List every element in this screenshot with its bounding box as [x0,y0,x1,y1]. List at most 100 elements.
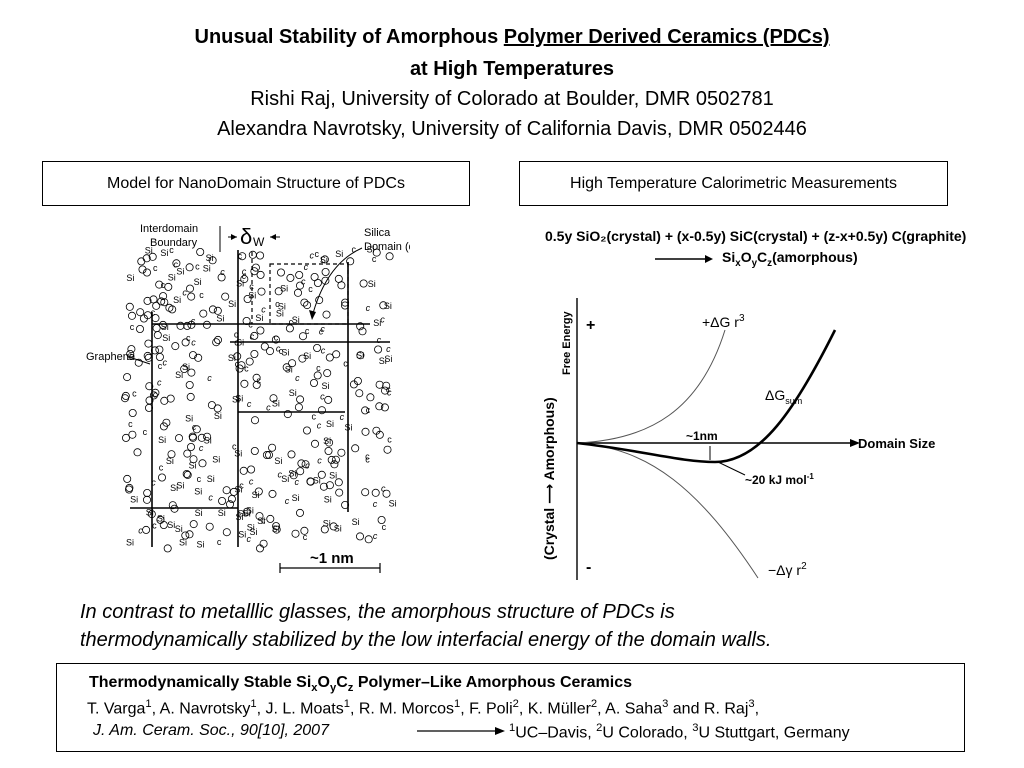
curve-dG-sum [576,329,837,464]
oxygen-atom [143,268,152,277]
atom-label: Si [384,354,392,364]
minus-sign: - [586,559,591,576]
oxygen-atom [264,450,273,459]
oxygen-atom [136,308,145,317]
atom-label: Si [288,469,296,479]
oxygen-atom [268,489,277,498]
oxygen-atom [187,320,196,329]
oxygen-atom [283,410,292,419]
oxygen-atom [324,395,333,404]
graphene-label: Graphene [86,351,135,363]
atom-label: Si [166,456,174,466]
atom-label: c [157,377,162,387]
oxygen-atom [320,255,329,264]
author-line-2: Alexandra Navrotsky, University of Calif… [217,118,807,140]
atom-label: Si [197,540,205,550]
atom-label: c [308,284,313,294]
atom-label: Si [126,273,134,283]
title-plain: Unusual Stability of Amorphous [194,26,504,48]
atom-label: Si [285,365,293,375]
oxygen-atom [337,448,346,457]
atom-label: Si [238,508,246,518]
atom-label: Si [170,483,178,493]
oxygen-atom [138,265,147,274]
oxygen-atom [359,279,368,288]
atom-label: Si [162,333,170,343]
oxygen-atom [319,482,328,491]
atom-label: c [199,290,204,300]
oxygen-atom [149,391,158,400]
atom-label: c [380,315,385,325]
atom-label: Si [195,508,203,518]
oxygen-atom [176,321,185,330]
atom-label: c [305,326,310,336]
atom-label: Si [179,538,187,548]
oxygen-atom [185,380,194,389]
oxygen-atom [175,434,184,443]
atom-label: Si [272,399,280,409]
oxygen-atom [239,466,248,475]
oxygen-atom [185,263,194,272]
reference-box: Thermodynamically Stable SixOyCz Polymer… [56,663,965,752]
right-panel-heading: High Temperature Calorimetric Measuremen… [519,161,948,206]
oxygen-atom [382,489,391,498]
atom-label: c [387,435,392,445]
atom-label: c [195,261,200,271]
caption-line-2: thermodynamically stabilized by the low … [80,629,772,651]
minimum-pointer [717,461,746,476]
atom-label: c [312,412,317,422]
oxygen-atom [125,302,134,311]
oxygen-atom [125,485,134,494]
oxygen-atom [300,526,309,535]
oxygen-atom [123,373,132,382]
atom-label: Si [207,474,215,484]
oxygen-atom [257,287,266,296]
oxygen-atom [240,275,249,284]
oxygen-atom [143,495,152,504]
atom-label: Si [326,419,334,429]
oxygen-atom [289,471,298,480]
oxygen-atom [322,310,331,319]
oxygen-atom [375,380,384,389]
oxygen-atom [248,250,257,259]
oxygen-atom [334,478,343,487]
atom-label: c [261,515,266,525]
atom-label: c [199,443,204,453]
atom-label: Si [335,249,343,259]
oxygen-atom [272,522,281,531]
atom-label: c [207,373,212,383]
atom-label: c [197,474,202,484]
oxygen-atom [250,349,259,358]
atom-label: c [387,387,392,397]
atom-label: Si [281,474,289,484]
oxygen-atom [208,256,217,265]
atom-label: c [173,260,178,270]
oxygen-atom [183,321,192,330]
oxygen-atom [259,539,268,548]
atom-label: c [372,254,377,264]
oxygen-atom [143,351,152,360]
atom-label: Si [329,470,337,480]
oxygen-atom [286,273,295,282]
oxygen-atom [313,371,322,380]
atom-label: c [377,335,382,345]
scale-label: ~1 nm [310,550,354,567]
oxygen-atom [172,259,181,268]
atom-label: Si [127,352,135,362]
x-axis-label: Domain Size [858,436,935,451]
oxygen-atom [167,450,176,459]
atom-label: c [247,534,252,544]
atom-label: Si [232,394,240,404]
atom-label: Si [145,246,153,256]
atom-label: c [159,463,164,473]
oxygen-atom [143,488,152,497]
oxygen-atom [192,425,201,434]
atom-label: Si [303,351,311,361]
curve-sum-label: ΔGsum [765,387,802,406]
silica-domain-rect [269,263,349,325]
oxygen-atom [276,268,285,277]
oxygen-atom [199,309,208,318]
oxygen-atom [121,391,130,400]
plus-sign: + [586,317,595,334]
